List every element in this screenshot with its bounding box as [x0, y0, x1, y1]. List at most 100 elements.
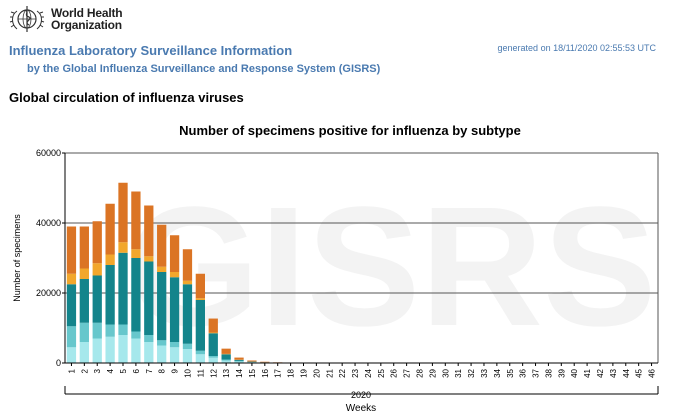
x-tick-label: 2: [80, 368, 89, 373]
x-tick-label: 18: [287, 368, 296, 377]
bar-segment: [182, 280, 193, 285]
bar-segment: [221, 348, 231, 354]
bar-segment: [234, 359, 244, 361]
x-tick-label: 27: [403, 368, 412, 377]
x-tick-label: 1: [67, 368, 76, 373]
bar-segment: [221, 360, 231, 363]
bar-segment: [118, 324, 128, 335]
bar-segment: [157, 340, 167, 346]
x-tick-label: 25: [377, 368, 386, 377]
x-tick-label: 20: [312, 368, 321, 377]
bar-segment: [169, 277, 180, 342]
bar-segment: [105, 265, 115, 325]
bar-segment: [169, 272, 180, 278]
x-tick-label: 45: [635, 368, 644, 377]
bar-segment: [92, 221, 102, 264]
x-tick-label: 23: [351, 368, 360, 377]
bar-segment: [169, 347, 180, 363]
y-tick-label: 0: [56, 358, 61, 368]
x-tick-label: 44: [622, 368, 631, 377]
bar-segment: [92, 263, 102, 276]
bar-segment: [105, 324, 115, 337]
x-tick-label: 16: [261, 368, 270, 377]
bar-segment: [144, 342, 154, 363]
bar-segment: [118, 252, 128, 325]
bar-segment: [157, 266, 167, 272]
bar-segment: [157, 272, 167, 341]
bar-segment: [79, 322, 89, 342]
x-tick-label: 11: [196, 368, 205, 377]
bar-segment: [169, 235, 180, 272]
bar-segment: [118, 335, 128, 363]
bar-segment: [131, 249, 141, 258]
bar-segment: [131, 331, 141, 339]
bar-segment: [247, 360, 257, 362]
x-tick-label: 13: [222, 368, 231, 377]
bar-segment: [79, 279, 89, 323]
x-tick-label: 5: [119, 368, 128, 373]
x-tick-label: 7: [145, 368, 154, 373]
year-label: 2020: [351, 390, 371, 400]
bar-segment: [208, 357, 218, 363]
bar-segment: [221, 354, 231, 360]
x-tick-label: 26: [390, 368, 399, 377]
x-tick-label: 17: [274, 368, 283, 377]
app-subtitle: by the Global Influenza Surveillance and…: [27, 63, 381, 75]
bar-segment: [195, 350, 205, 355]
bar-segment: [92, 275, 102, 323]
bar-segment: [92, 338, 102, 363]
org-name-line2: Organization: [51, 18, 122, 32]
org-name: World Health Organization: [51, 7, 123, 32]
y-axis-label: Number of specimens: [12, 214, 22, 302]
bar-segment: [92, 322, 102, 339]
x-tick-label: 46: [648, 368, 657, 377]
x-tick-label: 40: [570, 368, 579, 377]
section-title: Global circulation of influenza viruses: [9, 90, 244, 105]
bar-segment: [195, 298, 205, 300]
x-tick-label: 3: [93, 368, 102, 373]
bar-segment: [79, 226, 89, 269]
x-tick-label: 30: [441, 368, 450, 377]
bar-segment: [260, 361, 270, 363]
x-tick-label: 10: [183, 368, 192, 377]
y-tick-label: 60000: [36, 148, 61, 158]
x-tick-label: 36: [519, 368, 528, 377]
who-logo: World Health Organization: [6, 3, 123, 35]
bar-segment: [131, 338, 141, 363]
bar-segment: [144, 256, 154, 262]
bar-segment: [195, 300, 205, 351]
x-tick-label: 15: [248, 368, 257, 377]
bar-segment: [157, 224, 167, 267]
x-tick-label: 22: [338, 368, 347, 377]
x-tick-label: 4: [106, 368, 115, 373]
bar-segment: [118, 242, 128, 253]
y-tick-label: 20000: [36, 288, 61, 298]
bar-segment: [208, 333, 218, 356]
bar-segment: [195, 354, 205, 363]
bar-segment: [79, 342, 89, 363]
bar-segment: [221, 359, 231, 361]
x-tick-label: 6: [132, 368, 141, 373]
x-tick-label: 9: [171, 368, 180, 373]
x-tick-label: 34: [493, 368, 502, 377]
bar-segment: [234, 357, 244, 360]
bar-segment: [105, 203, 115, 255]
bar-segment: [144, 335, 154, 342]
bar-segment: [234, 360, 244, 362]
x-tick-label: 31: [454, 368, 463, 377]
bar-segment: [66, 284, 77, 327]
bar-segment: [144, 205, 154, 257]
bar-segment: [66, 347, 77, 363]
x-tick-label: 37: [532, 368, 541, 377]
x-tick-label: 33: [480, 368, 489, 377]
x-tick-label: 19: [299, 368, 308, 377]
bar-segment: [182, 249, 193, 281]
x-tick-label: 35: [506, 368, 515, 377]
bar-segment: [131, 191, 141, 250]
bar-segment: [144, 261, 154, 335]
x-tick-label: 28: [416, 368, 425, 377]
chart-watermark: GISRS: [127, 172, 656, 362]
bar-segment: [105, 254, 115, 265]
x-tick-label: 41: [583, 368, 592, 377]
